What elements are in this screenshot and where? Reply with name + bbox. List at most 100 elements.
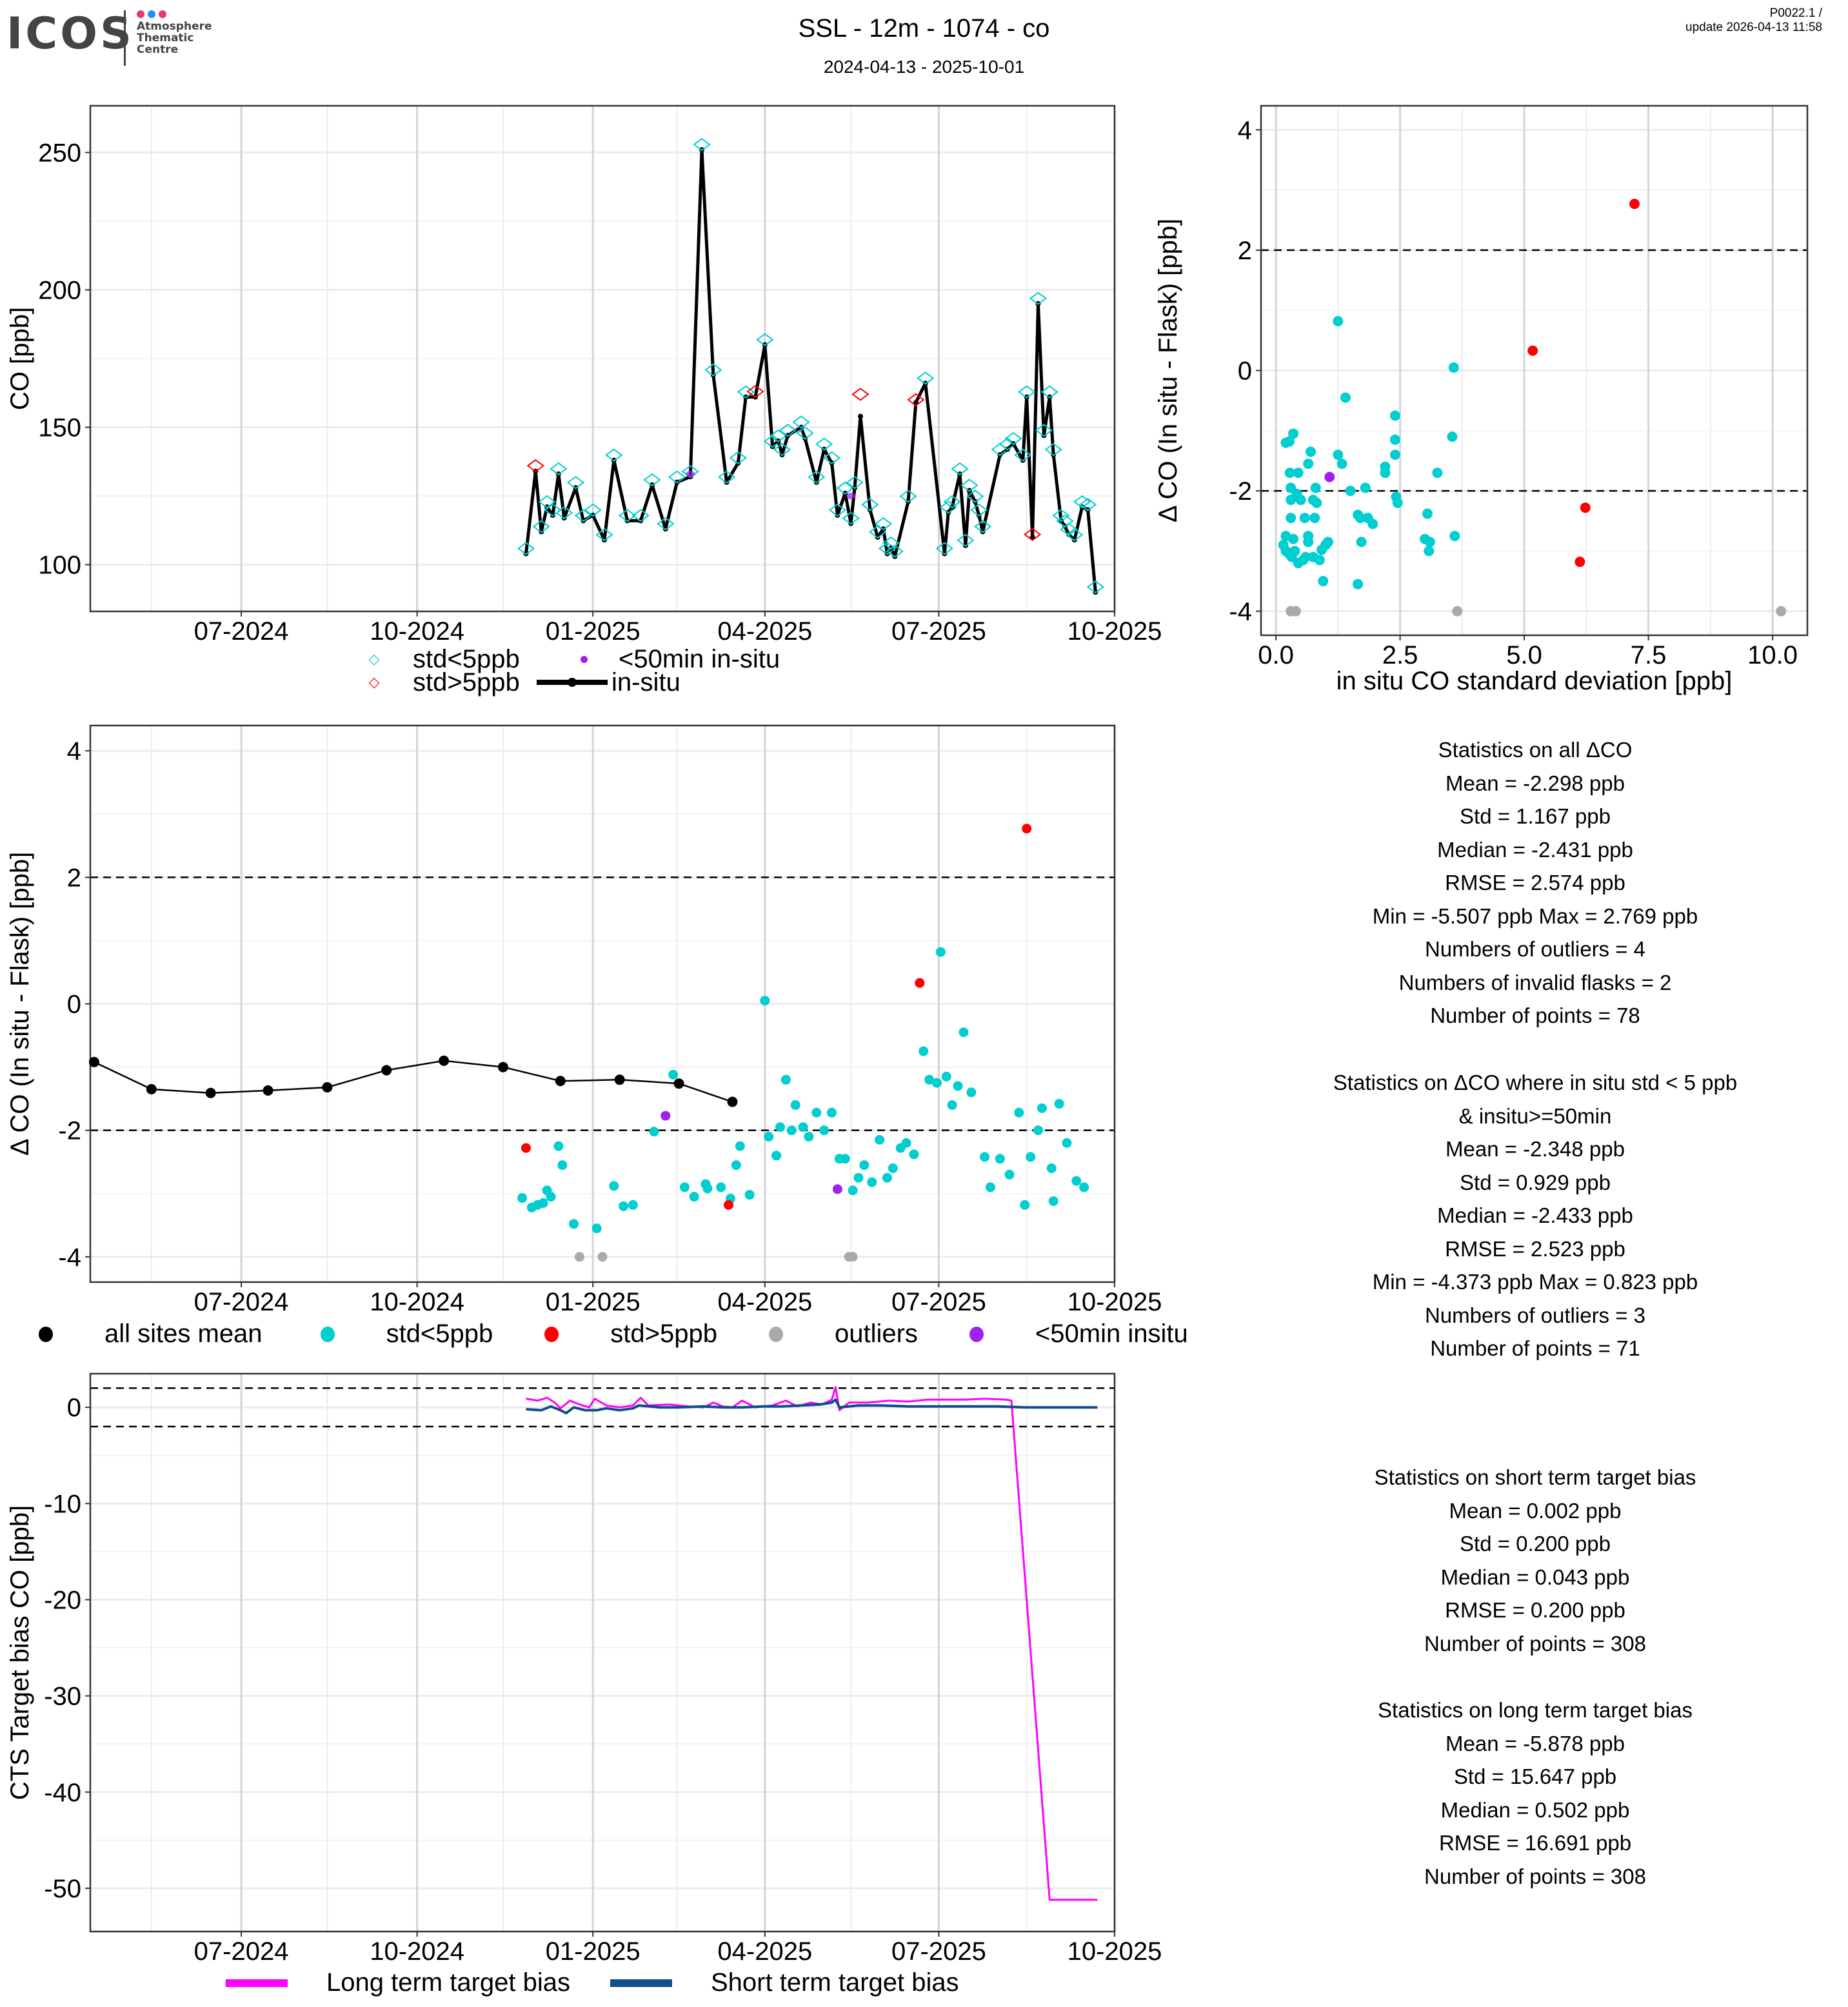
delta-point-std-5ppb (689, 1192, 699, 1202)
scatter-point-std-5ppb (1299, 513, 1310, 524)
y-tick-label: 200 (38, 276, 81, 304)
dot-purple-icon (581, 655, 588, 663)
y-axis-label: Δ CO (In situ - Flask) [ppb] (1154, 219, 1182, 522)
short-term-bias-line (526, 1398, 1098, 1415)
delta-point-std-5ppb (735, 1141, 745, 1151)
flask-diamond-std-gt5 (746, 384, 764, 399)
x-tick-label: 04-2025 (717, 617, 812, 646)
y-tick-label: -30 (44, 1683, 81, 1711)
scatter-point-std-5ppb (1303, 537, 1314, 548)
scatter-point-std-5ppb (1527, 345, 1538, 356)
delta-point-std-5ppb (679, 1182, 690, 1192)
plot-frame (89, 1372, 1116, 1933)
page-title: SSL - 12m - 1074 - co (798, 14, 1050, 43)
scatter-point-std-5ppb (1288, 428, 1299, 439)
delta-point-std-5ppb (798, 1122, 808, 1132)
scatter-point-std-5ppb (1355, 513, 1366, 524)
delta-point-std-5ppb (591, 1223, 602, 1234)
stats-line: Numbers of invalid flasks = 2 (1398, 970, 1672, 994)
legend-label: in-situ (611, 668, 681, 697)
flask-diamond-std-lt5 (1035, 424, 1053, 437)
scatter-point-std-5ppb (1306, 446, 1316, 457)
stats-line: RMSE = 0.200 ppb (1445, 1598, 1625, 1622)
logo-dot (159, 10, 166, 18)
logo-divider (124, 10, 126, 66)
legend-label: <50min insitu (1035, 1320, 1188, 1348)
x-tick-label: 01-2025 (546, 1937, 641, 1966)
flask-diamond-std-lt5 (773, 442, 791, 457)
line-magenta-icon (226, 1979, 288, 1987)
delta-point-std-5ppb (1037, 1103, 1047, 1113)
scatter-point-std-5ppb (1448, 362, 1459, 373)
delta-point-std-5ppb (702, 1183, 713, 1194)
stats-line: Mean = -2.348 ppb (1446, 1137, 1625, 1161)
delta-point-std-5ppb (953, 1081, 963, 1091)
x-tick-label: 01-2025 (546, 617, 641, 646)
delta-point-std-5ppb (915, 978, 925, 988)
scatter-point-std-5ppb (1288, 533, 1299, 544)
scatter-point-outliers (1776, 606, 1787, 617)
y-tick-label: 2 (67, 864, 81, 892)
legend-label: std<5ppb (386, 1320, 493, 1348)
y-tick-label: -2 (1229, 477, 1252, 506)
x-tick-label: 7.5 (1631, 641, 1667, 669)
delta-point-std-5ppb (569, 1219, 579, 1229)
delta-point-std-5ppb (1062, 1138, 1072, 1148)
delta-point-std-5ppb (1014, 1107, 1024, 1118)
y-tick-label: 250 (38, 139, 81, 167)
diamond-cyan-icon: ◇ (368, 651, 380, 667)
delta-timeseries-legend: all sites mean std<5ppb std>5ppb outlier… (39, 1320, 1188, 1349)
flask-diamond-std-lt5 (717, 470, 736, 484)
y-tick-label: 4 (1238, 116, 1252, 144)
stats-all-panel: Statistics on all ΔCO Mean = -2.298 ppb … (1226, 733, 1845, 1033)
line-blue-icon (610, 1979, 672, 1987)
y-tick-label: 0 (1238, 357, 1252, 386)
stats-line: Number of points = 308 (1424, 1864, 1646, 1888)
scatter-point-std-5ppb (1284, 468, 1295, 479)
flask-diamond-std-lt5 (631, 509, 650, 522)
flask-diamond-std-lt5 (951, 462, 969, 476)
flask-diamond-std-lt5 (792, 415, 810, 429)
flask-diamond-std-lt5 (836, 481, 854, 495)
delta-point-std-5ppb (919, 1046, 929, 1056)
icos-logo: ICOS (6, 8, 134, 59)
delta-point-std-5ppb (966, 1087, 977, 1098)
version-info: P0022.1 / update 2026-04-13 11:58 (1685, 6, 1822, 35)
delta-point-std-5ppb (609, 1181, 619, 1191)
flask-diamond-std-gt5 (1023, 528, 1042, 541)
delta-point-std-5ppb (935, 947, 946, 957)
flask-diamond-std-lt5 (668, 470, 686, 484)
flask-diamond-std-lt5 (618, 509, 637, 522)
stats-line: Std = 15.647 ppb (1453, 1765, 1617, 1788)
legend-label: <50min in-situ (619, 645, 780, 673)
flask-diamond-std-lt5 (1044, 442, 1062, 457)
stats-long-term-panel: Statistics on long term target bias Mean… (1226, 1694, 1845, 1893)
delta-point-std-5ppb (775, 1122, 786, 1132)
logo-subtitle: Atmosphere Thematic Centre (137, 21, 212, 55)
flask-diamond-std-lt5 (808, 470, 826, 484)
scatter-point-std-5ppb (1322, 537, 1333, 548)
flask-diamond-std-lt5 (874, 517, 893, 531)
target-bias-chart: 0 -10 -20 -30 -40 -50 07-2024 10-2024 01-2025 04-… (6, 1372, 1161, 1966)
y-tick-label: -2 (58, 1117, 81, 1145)
stats-filtered-panel: Statistics on ΔCO where in situ std < 5 … (1226, 1066, 1845, 1365)
co-timeseries-legend: ◇ std<5ppb <50min in-situ ◇ std>5ppb in-… (361, 645, 780, 697)
flask-diamond-std-lt5 (899, 489, 917, 503)
x-tick-label: 2.5 (1382, 641, 1418, 669)
y-axis-label: CTS Target bias CO [ppb] (6, 1505, 34, 1800)
scatter-point-std-5ppb (1580, 502, 1591, 513)
flask-diamond-std-lt5 (815, 437, 833, 451)
scatter-point-std-5ppb (1424, 546, 1435, 557)
stats-line: Median = 0.043 ppb (1440, 1565, 1630, 1589)
delta-point-std-5ppb (901, 1138, 911, 1148)
y-tick-label: 4 (67, 737, 81, 766)
delta-point-std-5ppb (724, 1200, 734, 1210)
delta-point-std-5ppb (619, 1201, 629, 1211)
scatter-point-std-5ppb (1449, 531, 1460, 542)
long-term-bias-line (526, 1386, 1098, 1901)
x-tick-label: 10-2024 (370, 1937, 464, 1966)
x-tick-label: 5.0 (1506, 641, 1542, 669)
flask-diamond-std-lt5 (1086, 580, 1105, 594)
delta-point-std-5ppb (959, 1027, 969, 1038)
x-tick-label: 07-2025 (891, 617, 986, 646)
